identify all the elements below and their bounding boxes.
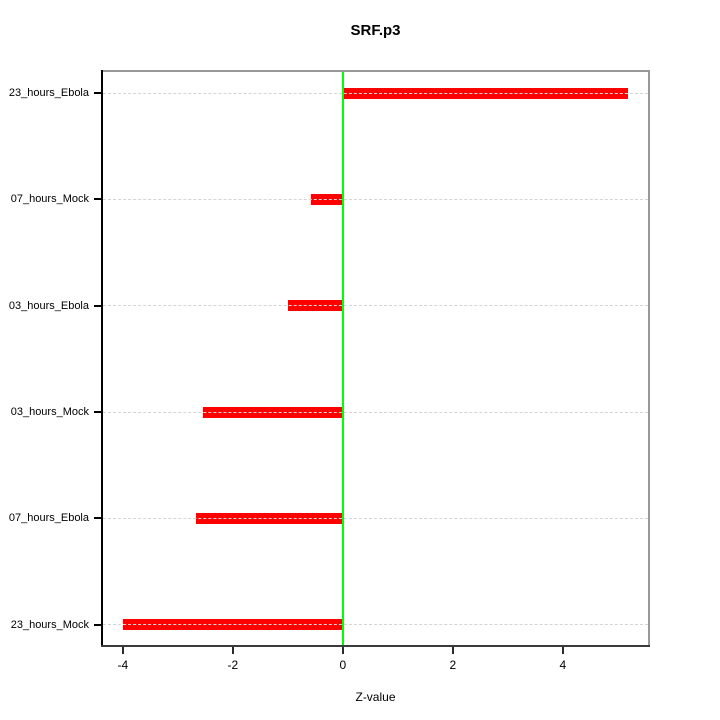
y-tick <box>94 623 101 626</box>
x-tick <box>451 647 454 654</box>
y-tick-label-07_hours_Ebola: 07_hours_Ebola <box>8 512 89 525</box>
y-tick <box>94 198 101 201</box>
gridline <box>103 517 648 519</box>
x-tick-label-2: 2 <box>449 658 457 672</box>
y-tick-label-07_hours_Mock: 07_hours_Mock <box>10 193 89 206</box>
x-axis-line <box>101 645 650 647</box>
x-tick <box>231 647 234 654</box>
gridline <box>103 198 648 200</box>
x-axis-label: Z-value <box>355 690 396 704</box>
plot-box-right-border <box>648 70 650 647</box>
plot-box-top-border <box>103 70 650 72</box>
plot-area: 23_hours_Ebola 07_hours_Mock 03_hours_Ebol… <box>9 70 650 672</box>
y-tick-label-23_hours_Ebola: 23_hours_Ebola <box>8 87 89 99</box>
chart-title: SRF.p3 <box>350 22 401 39</box>
gridline <box>103 92 648 94</box>
x-tick <box>121 647 124 654</box>
x-tick <box>561 647 564 654</box>
y-tick <box>94 411 101 413</box>
x-tick-label--4: -4 <box>117 658 129 672</box>
y-tick <box>94 517 101 520</box>
y-tick <box>94 92 101 94</box>
x-tick <box>341 647 344 654</box>
x-tick-label-4: 4 <box>559 658 567 672</box>
x-tick-label-0: 0 <box>339 658 347 672</box>
gridline <box>103 305 648 307</box>
y-tick-label-03_hours_Ebola: 03_hours_Ebola <box>8 299 89 312</box>
y-tick-label-03_hours_Mock: 03_hours_Mock <box>10 406 89 418</box>
y-tick-label-23_hours_Mock: 23_hours_Mock <box>10 618 89 631</box>
y-tick <box>94 304 101 307</box>
gridline <box>103 411 648 413</box>
gridline <box>103 624 648 626</box>
x-tick-label--2: -2 <box>227 658 239 672</box>
y-axis-line <box>101 70 103 647</box>
zero-reference-line <box>341 72 344 645</box>
